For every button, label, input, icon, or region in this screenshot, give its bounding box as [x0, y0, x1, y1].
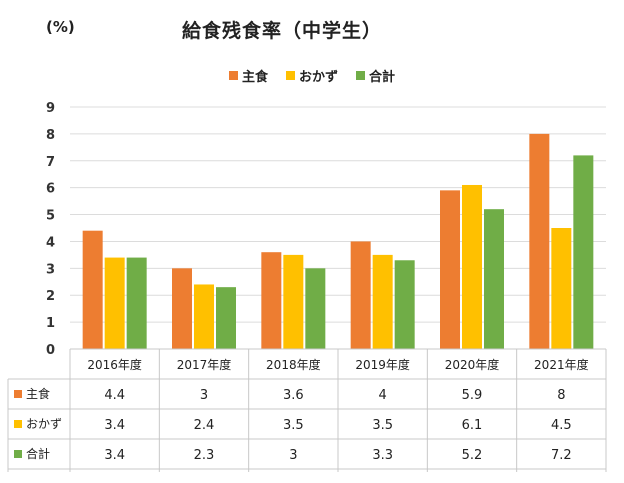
legend-swatch-staple [228, 71, 238, 80]
data-label: 3.6 [283, 388, 304, 403]
data-label: 3 [200, 388, 208, 403]
data-label: 3 [289, 448, 297, 463]
data-label: 3.4 [104, 448, 125, 463]
legend: 主食 おかず 合計 [0, 66, 624, 85]
bar-staple [261, 252, 282, 349]
y-tick-label: 1 [46, 316, 55, 331]
bar-side [283, 254, 304, 349]
data-label: 4.4 [104, 388, 125, 403]
x-category-label: 2019年度 [355, 357, 410, 372]
x-category-label: 2021年度 [534, 357, 589, 372]
data-label: 8 [557, 388, 565, 403]
legend-swatch-side [285, 71, 295, 80]
y-tick-label: 8 [46, 128, 55, 143]
data-label: 2.3 [194, 448, 215, 463]
data-label: 6.1 [462, 418, 483, 433]
y-tick-label: 5 [46, 209, 55, 224]
data-label: 3.3 [372, 448, 393, 463]
bar-total [573, 155, 594, 349]
x-category-label: 2016年度 [87, 357, 142, 372]
row-label: 主食 [26, 386, 50, 401]
data-label: 4 [379, 388, 387, 403]
data-label: 3.4 [104, 418, 125, 433]
data-label: 5.2 [462, 448, 483, 463]
data-label: 7.2 [551, 448, 572, 463]
x-category-label: 2017年度 [177, 357, 232, 372]
bar-side [104, 257, 125, 349]
legend-label-staple: 主食 [241, 70, 268, 85]
bar-staple [350, 241, 371, 349]
row-swatch [14, 390, 22, 398]
x-category-label: 2018年度 [266, 357, 321, 372]
bar-side [462, 184, 482, 349]
bar-total [126, 257, 147, 349]
y-tick-label: 4 [46, 235, 55, 250]
legend-label-side: おかず [298, 70, 338, 85]
bar-side [194, 284, 214, 349]
legend-item-total: 合計 [356, 66, 395, 85]
bar-staple [172, 268, 192, 349]
bar-staple [529, 133, 550, 349]
legend-label-total: 合計 [369, 70, 396, 85]
chart-title: 給食残食率（中学生） [182, 20, 383, 42]
bar-side [372, 254, 393, 349]
data-label: 3.5 [372, 418, 393, 433]
unit-label: (%) [46, 18, 75, 36]
data-label: 3.5 [283, 418, 304, 433]
y-tick-label: 0 [46, 343, 55, 358]
y-tick-label: 3 [46, 262, 55, 277]
y-tick-label: 6 [46, 182, 55, 197]
x-category-label: 2020年度 [445, 357, 500, 372]
bar-total [216, 287, 236, 349]
legend-item-staple: 主食 [228, 66, 268, 85]
bar-total [484, 209, 504, 349]
bar-total [305, 268, 326, 349]
legend-item-side: おかず [285, 66, 338, 85]
row-swatch [14, 450, 22, 458]
row-label: おかず [26, 417, 62, 431]
y-tick-label: 7 [46, 155, 55, 170]
bar-total [394, 260, 415, 349]
bar-staple [440, 190, 460, 349]
y-tick-label: 2 [46, 289, 55, 304]
row-label: 合計 [26, 446, 50, 461]
data-label: 5.9 [462, 388, 483, 403]
row-swatch [14, 420, 22, 428]
data-label: 2.4 [194, 418, 215, 433]
data-label: 4.5 [551, 418, 572, 433]
legend-swatch-total [356, 71, 365, 80]
bar-side [551, 228, 572, 349]
bar-staple [82, 230, 103, 349]
y-tick-label: 9 [46, 101, 55, 116]
